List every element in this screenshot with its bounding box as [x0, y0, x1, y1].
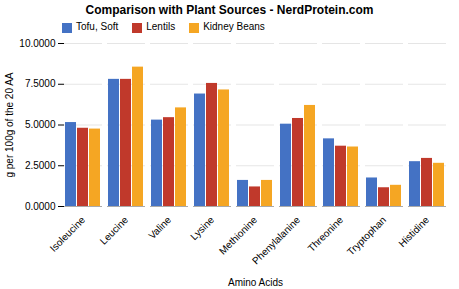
svg-text:Isoleucine: Isoleucine	[48, 214, 88, 254]
svg-text:Threonine: Threonine	[306, 214, 346, 254]
html-text:Kidney Beans: Kidney Beans	[203, 21, 265, 33]
svg-text:Histidine: Histidine	[396, 214, 431, 249]
svg-text:0.0000: 0.0000	[25, 201, 56, 212]
svg-text:10.0000: 10.0000	[19, 38, 56, 49]
svg-text:Amino Acids: Amino Acids	[228, 277, 283, 288]
svg-text:g per 100g of the 20 AA: g per 100g of the 20 AA	[4, 72, 15, 177]
svg-text:Tryptophan: Tryptophan	[345, 214, 388, 257]
svg-text:2.5000: 2.5000	[25, 160, 56, 171]
html-text:Tofu, Soft: Tofu, Soft	[76, 21, 119, 33]
svg-text:Leucine: Leucine	[98, 214, 131, 247]
svg-text:Methionine: Methionine	[217, 214, 260, 257]
html-text:Lentils: Lentils	[146, 21, 176, 33]
svg-text:Lysine: Lysine	[188, 214, 216, 242]
html-text:Comparison with Plant Sources: Comparison with Plant Sources - NerdProt…	[85, 3, 374, 17]
svg-text:7.5000: 7.5000	[25, 78, 56, 89]
svg-text:5.0000: 5.0000	[25, 119, 56, 130]
svg-text:Valine: Valine	[146, 214, 173, 241]
svg-text:Phenylalanine: Phenylalanine	[250, 214, 303, 267]
